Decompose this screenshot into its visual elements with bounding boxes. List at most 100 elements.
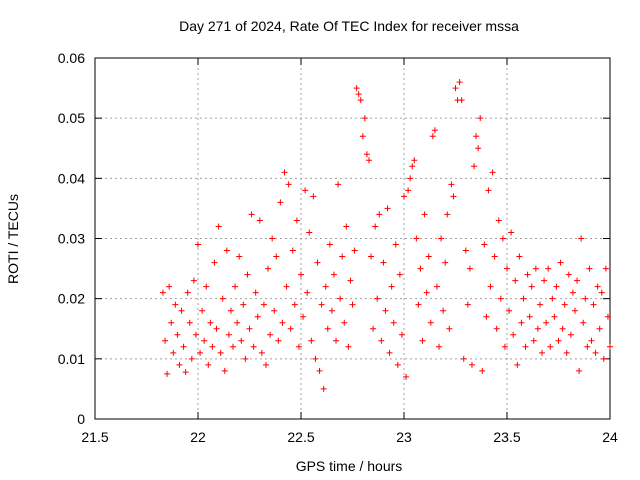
data-point bbox=[522, 343, 529, 350]
data-point bbox=[176, 361, 183, 368]
data-point bbox=[227, 307, 234, 314]
data-point bbox=[543, 319, 550, 326]
data-point bbox=[401, 193, 407, 200]
data-point bbox=[518, 319, 525, 326]
data-point bbox=[390, 319, 397, 326]
x-tick-label: 22 bbox=[190, 429, 206, 445]
data-point bbox=[300, 313, 307, 320]
data-point bbox=[271, 307, 278, 314]
data-point bbox=[221, 367, 228, 374]
data-point bbox=[197, 349, 204, 356]
data-point bbox=[448, 181, 455, 188]
data-point bbox=[182, 369, 189, 376]
data-point bbox=[328, 307, 335, 314]
data-point bbox=[551, 313, 558, 320]
data-point bbox=[279, 319, 286, 326]
data-point bbox=[431, 127, 438, 134]
data-point bbox=[312, 355, 319, 362]
data-point bbox=[380, 259, 387, 266]
data-point bbox=[376, 211, 383, 218]
data-point bbox=[205, 361, 212, 368]
data-point bbox=[592, 349, 599, 356]
data-point bbox=[565, 271, 572, 278]
data-point bbox=[349, 301, 356, 308]
data-point bbox=[359, 133, 366, 140]
data-point bbox=[446, 325, 453, 332]
data-point bbox=[532, 265, 539, 272]
data-point bbox=[256, 217, 263, 224]
data-point bbox=[442, 259, 449, 266]
data-point bbox=[483, 313, 490, 320]
data-point bbox=[386, 349, 393, 356]
data-point bbox=[555, 337, 562, 344]
data-point bbox=[219, 295, 226, 302]
y-tick-label: 0.05 bbox=[58, 110, 85, 126]
data-point bbox=[275, 337, 282, 344]
data-point bbox=[464, 301, 471, 308]
data-point bbox=[499, 235, 506, 242]
data-point bbox=[225, 331, 232, 338]
data-point bbox=[260, 301, 267, 308]
data-point bbox=[298, 271, 304, 278]
data-point bbox=[357, 97, 364, 104]
data-point bbox=[417, 265, 424, 272]
plot-frame bbox=[94, 57, 611, 420]
data-point bbox=[398, 331, 405, 338]
data-point bbox=[493, 325, 500, 332]
y-tick-label: 0.04 bbox=[58, 170, 85, 186]
axis-ticks bbox=[94, 57, 611, 420]
data-point bbox=[559, 325, 566, 332]
data-point bbox=[252, 289, 259, 296]
y-tick-label: 0.02 bbox=[58, 291, 85, 307]
data-point bbox=[561, 301, 568, 308]
y-tick-label: 0.06 bbox=[58, 50, 85, 66]
y-axis-label: ROTI / TECUs bbox=[5, 194, 21, 284]
data-point bbox=[347, 277, 354, 284]
data-point bbox=[534, 325, 541, 332]
y-tick-label: 0.01 bbox=[58, 351, 85, 367]
data-point bbox=[289, 247, 296, 254]
data-point bbox=[277, 199, 284, 206]
data-point bbox=[341, 319, 348, 326]
y-tick-label: 0 bbox=[77, 411, 85, 427]
data-point bbox=[353, 85, 360, 92]
data-point bbox=[368, 253, 375, 260]
data-point bbox=[413, 235, 420, 242]
data-point bbox=[378, 337, 385, 344]
data-point bbox=[388, 283, 395, 290]
data-point bbox=[602, 265, 609, 272]
x-tick-label: 24 bbox=[602, 429, 618, 445]
data-point bbox=[178, 307, 185, 314]
data-point bbox=[427, 319, 434, 326]
data-point bbox=[333, 337, 340, 344]
data-point bbox=[365, 157, 372, 164]
data-point bbox=[598, 289, 605, 296]
data-point bbox=[374, 295, 381, 302]
data-point bbox=[524, 271, 531, 278]
data-point bbox=[159, 289, 166, 296]
data-point bbox=[166, 283, 173, 290]
data-point bbox=[293, 217, 300, 224]
data-point bbox=[232, 283, 239, 290]
data-point bbox=[174, 331, 181, 338]
data-point bbox=[495, 217, 502, 224]
data-point bbox=[506, 307, 513, 314]
data-point bbox=[384, 205, 391, 212]
data-point bbox=[567, 331, 574, 338]
data-point bbox=[207, 319, 214, 326]
data-point bbox=[590, 301, 597, 308]
x-tick-label: 22.5 bbox=[287, 429, 314, 445]
data-point bbox=[355, 91, 362, 98]
data-point bbox=[504, 265, 510, 272]
data-point bbox=[497, 295, 504, 302]
data-point bbox=[487, 283, 494, 290]
data-points bbox=[159, 79, 613, 392]
data-point bbox=[450, 193, 457, 200]
data-point bbox=[308, 337, 315, 344]
data-point bbox=[582, 295, 589, 302]
data-point bbox=[262, 361, 269, 368]
data-point bbox=[310, 193, 317, 200]
data-point bbox=[180, 343, 187, 350]
y-tick-label: 0.03 bbox=[58, 231, 85, 247]
